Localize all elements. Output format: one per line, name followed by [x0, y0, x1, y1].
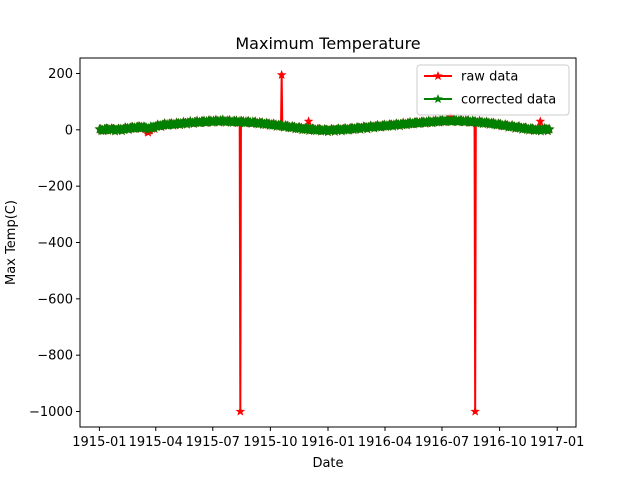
- x-tick-label: 1916-01: [301, 435, 355, 450]
- legend-marker: [433, 93, 443, 104]
- data-point: [544, 124, 555, 134]
- corrected-data-series: [94, 114, 555, 137]
- data-point: [303, 116, 314, 126]
- data-point: [235, 406, 246, 416]
- y-tick-label: 200: [48, 67, 73, 82]
- y-axis-ticks: 200 0 −200 −400 −600 −800 −1000: [29, 67, 80, 420]
- data-point: [535, 116, 546, 126]
- x-tick-label: 1917-01: [530, 435, 584, 450]
- legend-label: corrected data: [461, 93, 556, 108]
- plot-content: [94, 69, 555, 416]
- data-point: [470, 406, 480, 416]
- y-tick-label: −400: [37, 236, 73, 251]
- legend: raw data corrected data: [416, 64, 570, 116]
- x-tick-label: 1915-10: [243, 435, 297, 450]
- y-axis-label: Max Temp(C): [4, 200, 19, 285]
- x-tick-label: 1915-07: [186, 435, 240, 450]
- y-tick-label: −200: [37, 180, 73, 195]
- x-tick-label: 1916-10: [472, 435, 526, 450]
- legend-box: [416, 64, 570, 116]
- chart-title: Maximum Temperature: [235, 34, 420, 53]
- y-tick-label: −600: [37, 292, 73, 307]
- y-tick-label: 0: [65, 123, 73, 138]
- x-tick-label: 1915-04: [129, 435, 183, 450]
- legend-label: raw data: [461, 70, 518, 85]
- legend-marker: [433, 70, 443, 81]
- x-axis-label: Date: [312, 456, 343, 471]
- x-tick-label: 1915-01: [72, 435, 126, 450]
- x-tick-label: 1916-07: [415, 435, 469, 450]
- x-axis-ticks: 1915-01 1915-04 1915-07 1915-10 1916-01 1916-…: [72, 427, 584, 450]
- x-tick-label: 1916-04: [358, 435, 412, 450]
- y-tick-label: −1000: [29, 405, 73, 420]
- data-point: [276, 69, 287, 79]
- y-tick-label: −800: [37, 349, 73, 364]
